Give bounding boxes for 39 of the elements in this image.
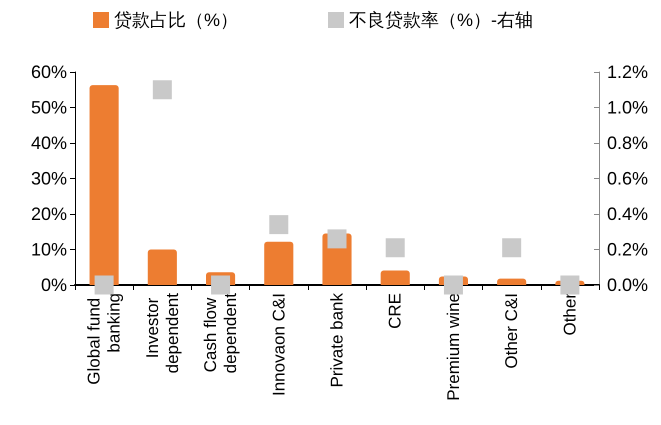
bar	[380, 270, 410, 285]
y2-tick-label: 0.4%	[607, 204, 648, 224]
x-tick-label: Cash flow dependent	[201, 292, 240, 374]
point	[560, 276, 580, 294]
x-tick-label: Private bank	[328, 292, 346, 388]
y-tick-label: 20%	[30, 204, 67, 224]
x-tick-label: Premium wine	[444, 293, 463, 401]
y2-tick-label: 1.2%	[607, 62, 648, 82]
y-tick-label: 0%	[40, 275, 67, 295]
legend-label: 贷款占比（%）	[114, 10, 238, 30]
y-tick-label: 30%	[30, 168, 67, 188]
bar	[90, 85, 119, 285]
x-tick-label: Global fund banking	[84, 293, 124, 385]
x-tick-label: Innovaon C&I	[269, 293, 288, 396]
y2-tick-label: 1.0%	[607, 98, 648, 118]
point	[444, 276, 463, 294]
point	[502, 238, 522, 258]
bar	[497, 278, 526, 285]
y2-tick-label: 0.8%	[607, 133, 648, 153]
point	[152, 80, 172, 100]
y-tick-label: 10%	[30, 240, 67, 260]
point	[211, 276, 230, 294]
x-tick-label: Other C&I	[502, 293, 522, 369]
y-tick-label: 40%	[30, 133, 67, 153]
point	[94, 276, 114, 294]
y-tick-label: 50%	[30, 98, 67, 118]
y2-tick-label: 0.0%	[607, 275, 648, 295]
y2-tick-label: 0.6%	[607, 168, 648, 188]
bar	[148, 250, 177, 285]
point	[328, 229, 346, 248]
y-tick-label: 60%	[30, 62, 67, 82]
legend-label: 不良贷款率（%）-右轴	[349, 10, 534, 30]
point	[386, 238, 405, 258]
point	[269, 215, 288, 234]
x-tick-label: CRE	[386, 293, 405, 329]
x-tick-label: Investor dependent	[142, 292, 182, 374]
y2-tick-label: 0.2%	[607, 240, 648, 260]
x-tick-label: Other	[560, 292, 580, 336]
bar	[264, 242, 294, 285]
